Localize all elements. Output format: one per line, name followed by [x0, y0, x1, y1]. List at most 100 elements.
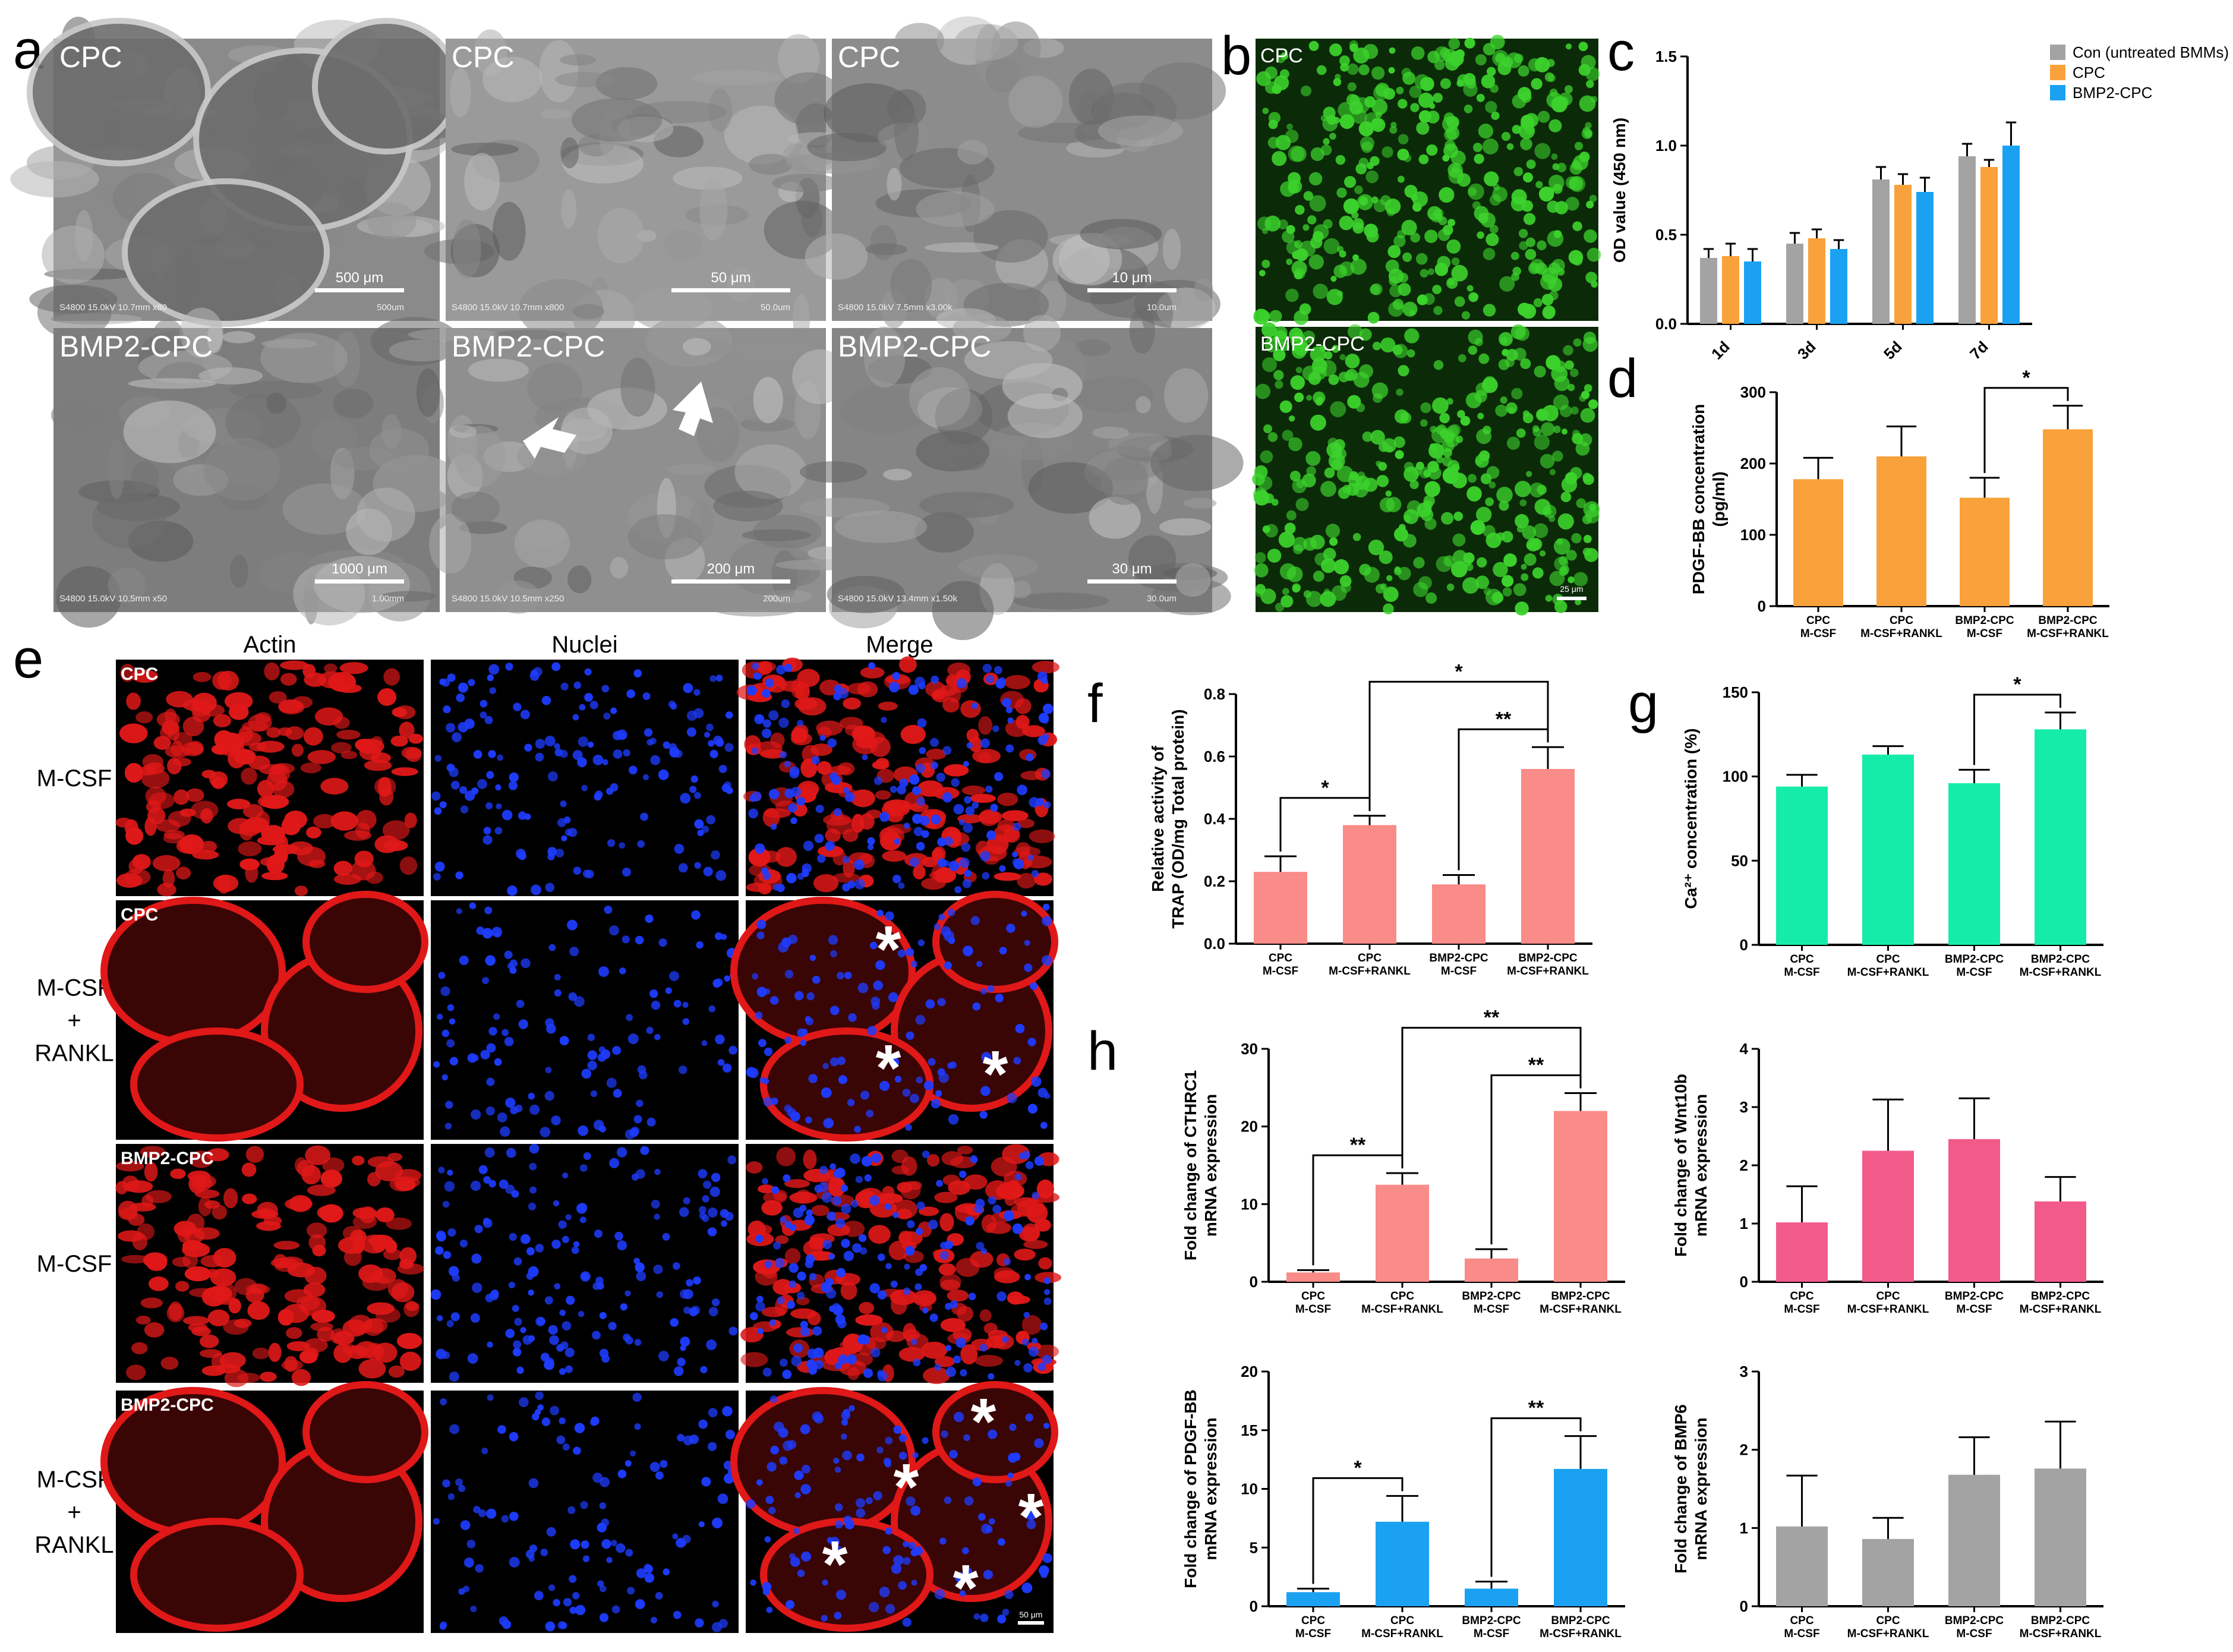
nucleus	[1034, 1156, 1045, 1167]
nucleus	[599, 1311, 607, 1319]
nucleus	[944, 1240, 954, 1250]
actin-cell	[404, 812, 417, 828]
nucleus	[548, 944, 556, 951]
sem-texture	[203, 437, 280, 501]
nucleus	[564, 1347, 575, 1358]
cell	[1305, 451, 1321, 466]
cell	[1324, 351, 1333, 360]
y-tick-label: 0	[1740, 1597, 1748, 1615]
nucleus	[841, 1411, 850, 1420]
nucleus	[547, 771, 558, 782]
nucleus	[537, 1404, 544, 1411]
nucleus	[971, 1156, 978, 1164]
nucleus	[650, 1616, 657, 1623]
actin-cell	[1032, 661, 1060, 674]
cell	[1556, 538, 1563, 545]
nucleus	[980, 738, 991, 748]
nucleus	[873, 1491, 882, 1500]
actin-cell	[397, 1263, 424, 1275]
nucleus	[867, 1026, 877, 1036]
nucleus	[547, 853, 555, 860]
nucleus	[446, 723, 456, 733]
cell	[1397, 175, 1405, 183]
sem-texture	[492, 330, 568, 340]
nucleus	[831, 775, 841, 785]
cell	[1567, 576, 1575, 584]
nucleus	[1040, 1571, 1048, 1578]
nucleus	[855, 1175, 863, 1183]
y-tick-label: 5	[1250, 1538, 1258, 1556]
nucleus	[693, 689, 701, 696]
nucleus	[560, 1622, 567, 1629]
y-axis-label: mRNA expression	[1692, 1417, 1710, 1560]
actin-cell	[224, 1369, 248, 1388]
nucleus	[999, 947, 1007, 955]
nucleus	[606, 1557, 613, 1563]
nucleus	[755, 673, 762, 680]
cell	[1548, 175, 1565, 191]
image-label: CPC	[121, 905, 158, 925]
nucleus	[644, 1573, 654, 1583]
nucleus	[590, 1418, 598, 1426]
x-tick-label: CPC	[1390, 1290, 1414, 1303]
x-tick-label: M-CSF+RANKL	[1361, 1628, 1443, 1640]
cell	[1396, 388, 1403, 396]
nucleus	[985, 1525, 993, 1533]
cell	[1286, 225, 1295, 234]
sem-texture	[1075, 376, 1154, 414]
nucleus	[528, 1092, 535, 1100]
cell	[1546, 59, 1555, 67]
nucleus	[559, 1036, 569, 1046]
nucleus	[473, 1506, 481, 1514]
actin-cell	[784, 1248, 801, 1265]
cell	[1584, 384, 1592, 392]
nucleus	[786, 873, 797, 884]
actin-cell	[124, 762, 144, 783]
actin-cell	[983, 1323, 998, 1335]
nucleus	[992, 725, 999, 733]
nucleus	[841, 1238, 850, 1248]
cell	[1350, 258, 1367, 275]
nucleus	[440, 986, 450, 997]
nucleus	[857, 982, 869, 994]
cell	[1320, 591, 1336, 607]
nucleus	[983, 1569, 994, 1580]
nucleus	[808, 1074, 818, 1083]
nucleus	[513, 1257, 522, 1266]
image-label: BMP2-CPC	[121, 1149, 214, 1168]
cell	[1522, 525, 1537, 540]
cell	[1427, 461, 1439, 473]
sem-texture	[691, 70, 782, 86]
sem-texture	[108, 439, 125, 500]
nucleus	[460, 1520, 471, 1530]
nucleus	[994, 666, 1002, 674]
x-tick-label: CPC	[1390, 1615, 1414, 1627]
cell	[1269, 310, 1282, 323]
cell	[1477, 412, 1484, 420]
nucleus	[796, 796, 806, 806]
y-tick-label: 1	[1740, 1519, 1748, 1537]
actin-cell	[1013, 846, 1041, 857]
nucleus	[433, 872, 441, 881]
cell	[1518, 229, 1528, 238]
cell	[1260, 588, 1276, 604]
nucleus	[540, 1127, 551, 1137]
actin-cell	[843, 859, 855, 878]
nucleus	[860, 1090, 870, 1100]
asterisk-marker: *	[953, 1552, 979, 1625]
nucleus	[1027, 1038, 1036, 1046]
cell	[1526, 541, 1534, 550]
nucleus	[439, 801, 447, 809]
sem-texture	[367, 202, 417, 240]
cell	[1485, 100, 1497, 114]
nucleus	[680, 1336, 690, 1347]
nucleus	[516, 1366, 524, 1374]
cell	[1583, 501, 1600, 518]
panel-letter-h: h	[1087, 1021, 1118, 1082]
nucleus	[776, 664, 786, 675]
nucleus	[535, 1391, 544, 1400]
nucleus	[665, 987, 672, 994]
cell	[1307, 215, 1317, 225]
nucleus	[658, 769, 669, 780]
